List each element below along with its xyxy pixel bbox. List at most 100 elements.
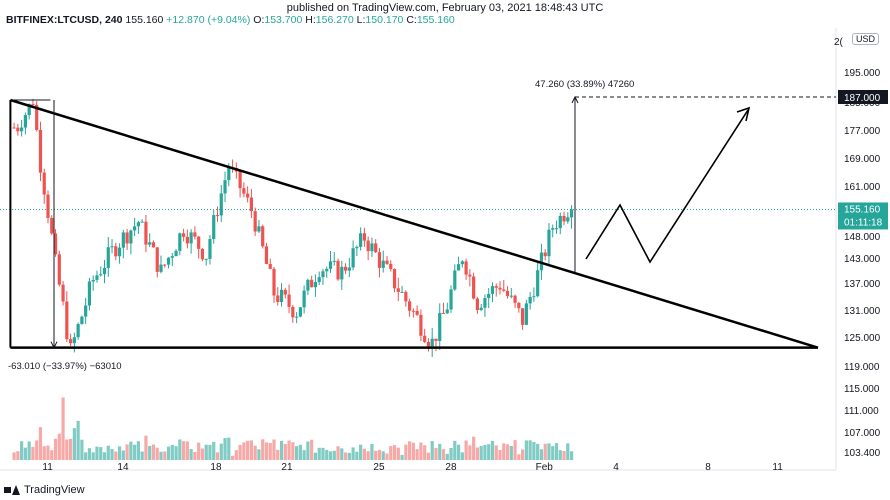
candle-body[interactable] — [408, 301, 412, 311]
candle-body[interactable] — [53, 233, 58, 255]
candle-body[interactable] — [460, 261, 464, 265]
candle-body[interactable] — [445, 309, 449, 314]
candle-body[interactable] — [377, 252, 382, 268]
candle-body[interactable] — [129, 230, 133, 244]
candle-body[interactable] — [27, 104, 31, 116]
candle-body[interactable] — [528, 296, 532, 304]
candle-body[interactable] — [76, 324, 80, 338]
candle-body[interactable] — [543, 252, 547, 257]
candle-body[interactable] — [340, 266, 344, 280]
candle-body[interactable] — [227, 167, 231, 181]
candle-body[interactable] — [84, 305, 88, 317]
candle-body[interactable] — [426, 341, 431, 347]
triangle-upper-trendline[interactable] — [10, 98, 819, 349]
candle-body[interactable] — [110, 246, 114, 248]
candle-body[interactable] — [268, 263, 272, 269]
candle-body[interactable] — [99, 274, 103, 276]
candle-body[interactable] — [117, 247, 122, 257]
candle-body[interactable] — [325, 268, 329, 272]
candle-body[interactable] — [287, 294, 291, 307]
candle-body[interactable] — [12, 127, 16, 129]
candle-body[interactable] — [200, 248, 205, 260]
candle-body[interactable] — [449, 289, 453, 310]
candle-body[interactable] — [505, 290, 510, 297]
candle-body[interactable] — [359, 233, 363, 247]
candle-body[interactable] — [144, 221, 148, 245]
currency-button[interactable]: USD — [852, 33, 880, 45]
candle-body[interactable] — [151, 242, 156, 248]
candle-body[interactable] — [513, 295, 517, 303]
candle-body[interactable] — [400, 291, 404, 293]
candle-body[interactable] — [46, 194, 50, 218]
candle-body[interactable] — [295, 316, 299, 318]
candle-body[interactable] — [569, 209, 574, 218]
candle-body[interactable] — [472, 276, 476, 299]
candle-body[interactable] — [291, 306, 295, 318]
candle-body[interactable] — [87, 281, 92, 306]
candle-body[interactable] — [215, 215, 220, 217]
candle-body[interactable] — [155, 247, 159, 272]
candle-body[interactable] — [283, 289, 287, 295]
candle-body[interactable] — [381, 260, 385, 268]
candle-body[interactable] — [261, 226, 265, 247]
symbol-label[interactable]: BITFINEX:LTCUSD, 240 — [6, 14, 123, 26]
candle-body[interactable] — [521, 308, 525, 325]
candle-body[interactable] — [170, 256, 174, 258]
candle-body[interactable] — [20, 127, 24, 132]
candle-body[interactable] — [246, 193, 250, 198]
candle-body[interactable] — [80, 316, 84, 325]
candle-body[interactable] — [208, 239, 212, 259]
candle-body[interactable] — [456, 264, 461, 271]
candle-body[interactable] — [166, 257, 171, 265]
candle-body[interactable] — [332, 260, 336, 262]
candle-body[interactable] — [306, 279, 310, 291]
candle-body[interactable] — [121, 232, 125, 248]
candle-body[interactable] — [31, 104, 35, 106]
candle-body[interactable] — [50, 217, 54, 234]
candle-body[interactable] — [193, 232, 197, 237]
candle-body[interactable] — [453, 270, 457, 290]
candle-body[interactable] — [362, 233, 366, 241]
candle-body[interactable] — [114, 246, 118, 257]
candle-body[interactable] — [566, 217, 570, 222]
candle-body[interactable] — [302, 290, 306, 308]
candle-body[interactable] — [532, 296, 536, 298]
candle-body[interactable] — [212, 215, 216, 240]
candle-body[interactable] — [264, 246, 269, 264]
candle-body[interactable] — [163, 264, 167, 266]
candle-body[interactable] — [502, 289, 506, 291]
candle-body[interactable] — [441, 312, 446, 314]
candle-body[interactable] — [396, 288, 400, 292]
candle-body[interactable] — [490, 286, 495, 294]
candle-body[interactable] — [72, 337, 76, 344]
candle-body[interactable] — [298, 307, 302, 317]
candle-body[interactable] — [253, 211, 257, 232]
candle-body[interactable] — [317, 277, 321, 283]
candle-body[interactable] — [159, 264, 163, 272]
candle-body[interactable] — [392, 268, 397, 289]
candle-body[interactable] — [404, 291, 408, 302]
candle-body[interactable] — [524, 303, 528, 325]
candle-body[interactable] — [238, 171, 242, 189]
candle-body[interactable] — [242, 188, 246, 194]
candle-body[interactable] — [355, 246, 359, 249]
candle-body[interactable] — [185, 236, 189, 244]
candle-body[interactable] — [174, 250, 178, 257]
candle-body[interactable] — [189, 232, 193, 244]
candle-body[interactable] — [276, 295, 280, 303]
candle-body[interactable] — [430, 338, 434, 347]
candle-body[interactable] — [65, 301, 69, 340]
candle-body[interactable] — [374, 243, 378, 253]
candle-body[interactable] — [197, 236, 201, 249]
candle-body[interactable] — [42, 172, 46, 195]
tradingview-footer[interactable]: TradingView — [4, 484, 85, 496]
candle-body[interactable] — [343, 266, 348, 271]
candle-body[interactable] — [182, 233, 186, 237]
candle-body[interactable] — [494, 286, 498, 288]
candle-body[interactable] — [483, 297, 487, 308]
candle-body[interactable] — [558, 215, 562, 229]
candle-body[interactable] — [148, 242, 152, 245]
candle-body[interactable] — [140, 221, 144, 223]
candle-body[interactable] — [249, 197, 253, 212]
